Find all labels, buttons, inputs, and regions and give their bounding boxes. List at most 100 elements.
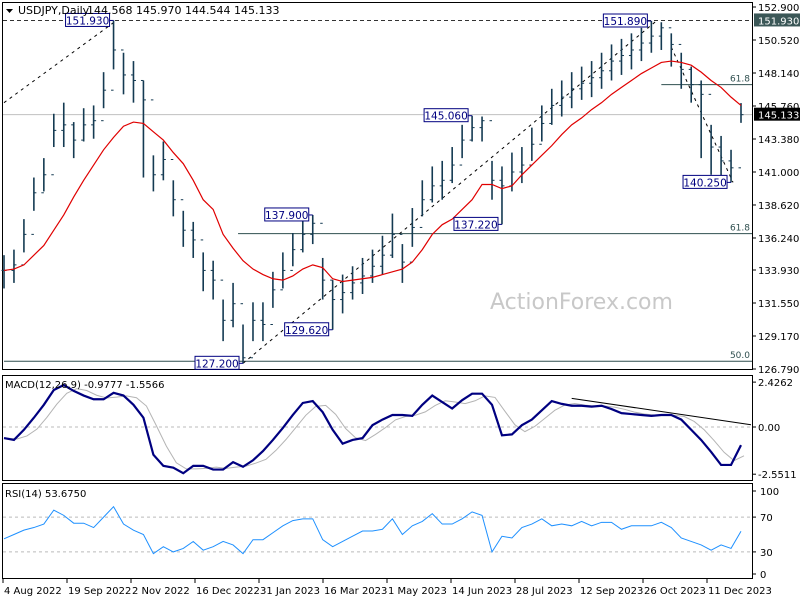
price-bar — [300, 219, 306, 253]
current-price-tag-text: 145.133 — [758, 111, 799, 122]
x-tick-label: 16 Mar 2023 — [324, 586, 387, 597]
price-bar — [260, 302, 266, 342]
y-tick-label: 129.170 — [758, 332, 799, 343]
x-tick-label: 19 Sep 2022 — [68, 586, 131, 597]
x-tick-label: 1 May 2023 — [388, 586, 447, 597]
rsi-panel: 100 70 30 0 RSI(14) 53.6750 — [2, 483, 779, 581]
label-text: 129.620 — [285, 325, 328, 337]
rsi-y-tick-label: 100 — [760, 487, 779, 498]
price-bar — [41, 158, 47, 194]
price-bar — [738, 103, 744, 169]
price-bar — [399, 233, 405, 283]
swing-point-label: 140.250 — [682, 174, 732, 189]
price-bar — [609, 44, 615, 81]
price-bar — [180, 199, 186, 247]
x-tick-label: 26 Oct 2023 — [644, 586, 706, 597]
macd-y-tick-label: -2.5511 — [758, 470, 797, 481]
price-bar — [220, 279, 226, 342]
price-bar — [449, 147, 455, 184]
price-panel-frame — [2, 2, 753, 370]
price-panel: ActionForex.com 61.8 61.8 50.0 151.930 127.… — [1, 2, 800, 376]
price-bar — [280, 252, 286, 291]
watermark: ActionForex.com — [490, 290, 673, 315]
label-text: 137.900 — [265, 210, 308, 222]
price-bar — [11, 249, 17, 283]
rsi-y-tick-label: 70 — [760, 513, 773, 524]
y-tick-label: 143.380 — [758, 135, 799, 146]
swing-point-label: 127.200 — [194, 355, 244, 370]
label-box — [65, 12, 111, 27]
price-bar — [91, 105, 97, 139]
rsi-y-tick-label: 30 — [760, 548, 773, 559]
price-bar — [350, 266, 356, 300]
price-bar — [688, 66, 694, 103]
price-bar — [599, 52, 605, 89]
high-price-tag-text: 151.930 — [758, 16, 799, 27]
swing-point-label: 137.220 — [453, 216, 502, 231]
moving-average-line — [3, 60, 742, 283]
dotted-trendline — [242, 20, 657, 364]
price-bar — [718, 135, 724, 178]
price-bar — [140, 79, 146, 178]
swing-point-label: 151.930 — [65, 12, 114, 27]
price-bar — [638, 27, 644, 62]
fib-level-label: 61.8 — [730, 224, 750, 234]
macd-panel: 2.4262 0.00 -2.5511 MACD(12,26,9) -0.9777 … — [2, 375, 797, 481]
price-bar — [628, 33, 634, 70]
high-price-tag — [754, 13, 800, 27]
macd-y-tick-label: 0.00 — [758, 423, 780, 434]
price-bar — [569, 72, 575, 109]
label-text: 151.890 — [604, 16, 647, 28]
price-bar — [160, 141, 166, 181]
collapse-triangle-icon[interactable] — [6, 9, 13, 13]
label-box — [453, 216, 499, 231]
fib-level-label: 50.0 — [730, 351, 750, 361]
dotted-trendline — [3, 20, 117, 104]
price-bar — [499, 166, 505, 225]
y-tick-label: 152.900 — [758, 3, 799, 14]
price-bar — [559, 80, 565, 117]
price-bar — [419, 180, 425, 228]
price-bar — [290, 232, 296, 271]
label-box — [602, 13, 648, 28]
price-bar — [210, 260, 216, 300]
price-bar — [678, 43, 684, 89]
label-text: 140.250 — [683, 177, 726, 189]
label-box — [423, 108, 469, 123]
label-box — [194, 355, 240, 370]
y-tick-label: 138.620 — [758, 201, 799, 212]
price-bar — [150, 99, 156, 192]
price-bar — [320, 222, 326, 300]
price-bar — [579, 66, 585, 100]
y-tick-label: 133.930 — [758, 266, 799, 277]
x-tick-label: 28 Jul 2023 — [516, 586, 573, 597]
y-tick-label: 131.550 — [758, 299, 799, 310]
x-tick-label: 2 Nov 2022 — [132, 586, 190, 597]
price-bar — [648, 21, 654, 53]
rsi-y-tick-label: 0 — [760, 570, 766, 581]
y-tick-label: 126.790 — [758, 365, 799, 376]
y-tick-label: 150.520 — [758, 36, 799, 47]
x-tick-label: 31 Jan 2023 — [260, 586, 320, 597]
price-bar — [330, 279, 336, 330]
swing-point-label: 129.620 — [284, 322, 333, 337]
price-bar — [489, 120, 495, 200]
y-tick-label: 148.140 — [758, 69, 799, 80]
macd-y-tick-label: 2.4262 — [758, 378, 793, 389]
current-price-tag — [754, 107, 800, 121]
price-bar — [81, 108, 87, 142]
price-bar — [121, 49, 127, 95]
price-bar — [469, 115, 475, 142]
price-bar — [240, 303, 246, 364]
macd-line — [3, 383, 742, 475]
ohlc-readout: 144.568 145.970 144.544 145.133 — [87, 4, 279, 17]
label-box — [682, 174, 728, 189]
fib-level-label: 61.8 — [730, 75, 750, 85]
price-bar — [360, 257, 366, 294]
price-bar — [698, 80, 704, 159]
swing-point-label: 151.890 — [602, 13, 652, 28]
price-bar — [379, 235, 385, 275]
label-text: 145.060 — [424, 111, 467, 123]
price-bar — [200, 239, 206, 292]
